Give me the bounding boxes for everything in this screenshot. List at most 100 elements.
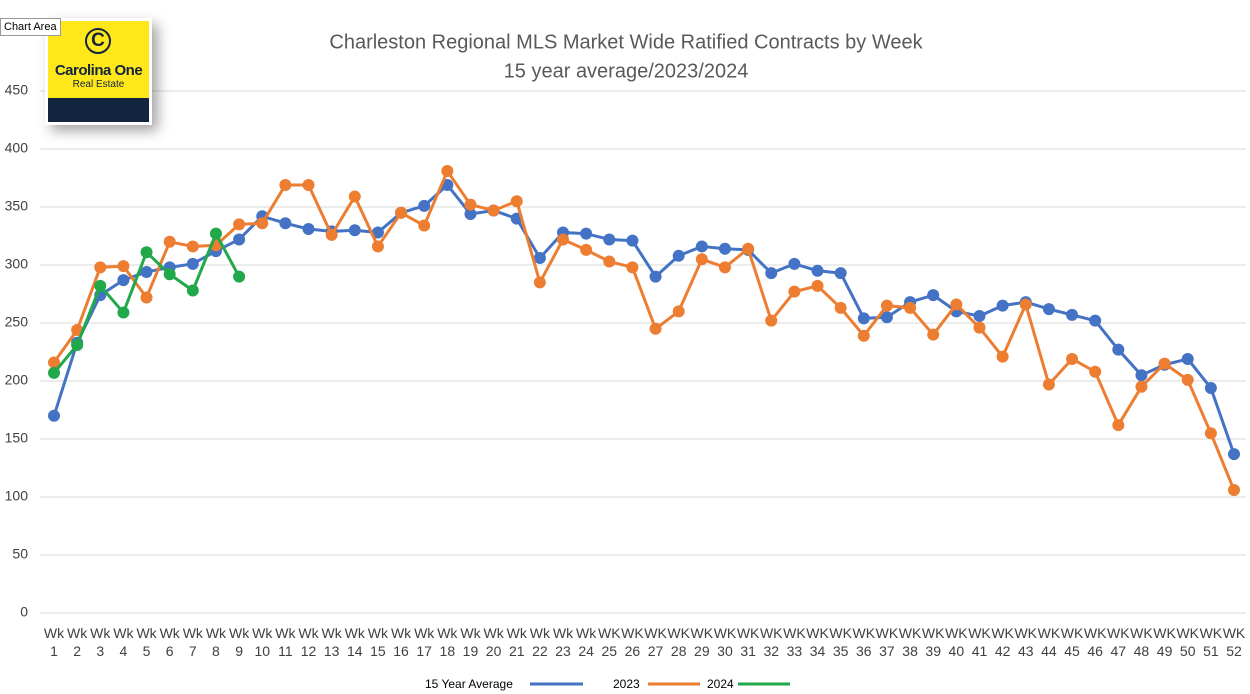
x-tick-label: Wk 5 <box>136 625 157 659</box>
point <box>140 265 153 278</box>
x-tick-label: WK 34 <box>806 625 829 659</box>
point <box>1135 380 1148 393</box>
x-tick-label: WK 35 <box>829 625 852 659</box>
point <box>348 224 361 237</box>
point <box>580 227 593 240</box>
logo-name: Carolina One <box>54 62 143 79</box>
point <box>510 195 523 208</box>
point <box>1228 448 1240 461</box>
point <box>927 289 940 302</box>
point <box>371 226 384 239</box>
point <box>533 252 546 265</box>
point <box>1089 365 1102 378</box>
point <box>140 291 153 304</box>
point <box>811 279 824 292</box>
chart-subtitle: 15 year average/2023/2024 <box>504 60 749 82</box>
point <box>672 305 685 318</box>
x-tick-label: Wk 2 <box>67 625 88 659</box>
tooltip: Chart Area <box>0 18 61 36</box>
point <box>1181 352 1194 365</box>
x-tick-label: Wk 18 <box>437 625 458 659</box>
point <box>811 264 824 277</box>
legend-label: 15 Year Average <box>425 677 513 691</box>
point <box>1204 381 1217 394</box>
point <box>1042 303 1055 316</box>
x-tick-label: Wk 15 <box>367 625 389 659</box>
series-line <box>52 169 1236 491</box>
point <box>695 253 708 266</box>
x-tick-label: Wk 14 <box>344 625 365 659</box>
point <box>649 322 662 335</box>
x-tick-label: WK 25 <box>598 625 621 659</box>
point <box>788 285 801 298</box>
point <box>880 311 893 324</box>
point <box>302 223 315 236</box>
point <box>927 328 940 341</box>
legend-label: 2024 <box>707 677 734 691</box>
point <box>256 217 269 230</box>
x-tick-label: Wk 1 <box>43 625 65 659</box>
chart-title: Charleston Regional MLS Market Wide Rati… <box>329 31 923 53</box>
x-tick-label: WK 36 <box>852 625 876 659</box>
legend-label: 2023 <box>613 677 640 691</box>
point <box>1019 298 1032 311</box>
x-tick-label: WK 41 <box>968 625 991 659</box>
point <box>117 260 130 273</box>
point <box>603 255 616 268</box>
point <box>904 301 917 314</box>
point <box>1204 427 1217 440</box>
point <box>857 312 870 325</box>
point <box>765 267 778 280</box>
point <box>765 314 778 327</box>
x-tick-label: WK 26 <box>621 625 644 659</box>
point <box>973 321 986 334</box>
point <box>94 279 107 292</box>
point <box>834 301 847 314</box>
x-tick-label: Wk 6 <box>159 625 180 659</box>
x-tick-label: Wk 4 <box>113 625 134 659</box>
x-tick-label: WK 31 <box>736 625 760 659</box>
point <box>557 233 570 246</box>
x-tick-label: WK 39 <box>921 625 945 659</box>
x-tick-label: WK 49 <box>1153 625 1176 659</box>
point <box>163 268 176 281</box>
x-tick-label: Wk 9 <box>228 625 250 659</box>
x-tick-label: WK 52 <box>1222 625 1246 659</box>
point <box>233 270 246 283</box>
x-tick-label: WK 45 <box>1060 625 1084 659</box>
point <box>117 306 130 319</box>
point <box>1158 357 1171 370</box>
point <box>48 356 60 369</box>
point <box>580 243 593 256</box>
x-tick-label: WK 28 <box>667 625 690 659</box>
x-tick-label: WK 33 <box>783 625 806 659</box>
point <box>117 274 130 287</box>
point <box>1066 308 1079 321</box>
point <box>533 276 546 289</box>
x-tick-label: Wk 22 <box>529 625 550 659</box>
x-tick-label: WK 38 <box>898 625 922 659</box>
point <box>279 217 292 230</box>
logo-tagline: Real Estate <box>72 79 125 90</box>
point <box>140 246 153 259</box>
point <box>1042 378 1055 391</box>
x-tick-label: Wk 20 <box>483 625 504 659</box>
point <box>718 242 731 255</box>
x-tick-label: WK 44 <box>1037 625 1061 659</box>
y-tick-label: 200 <box>5 372 29 388</box>
x-tick-label: Wk 11 <box>275 625 296 659</box>
point <box>186 240 199 253</box>
y-tick-label: 400 <box>5 140 29 156</box>
point <box>695 240 708 253</box>
x-tick-label: WK 27 <box>644 625 667 659</box>
point <box>1135 369 1148 382</box>
x-tick-label: WK 51 <box>1199 625 1223 659</box>
x-tick-label: WK 42 <box>991 625 1014 659</box>
x-tick-label: Wk 12 <box>298 625 319 659</box>
x-tick-label: WK 37 <box>875 625 899 659</box>
point <box>742 242 755 255</box>
x-tick-label: WK 50 <box>1176 625 1199 659</box>
x-tick-label: Wk 23 <box>552 625 574 659</box>
